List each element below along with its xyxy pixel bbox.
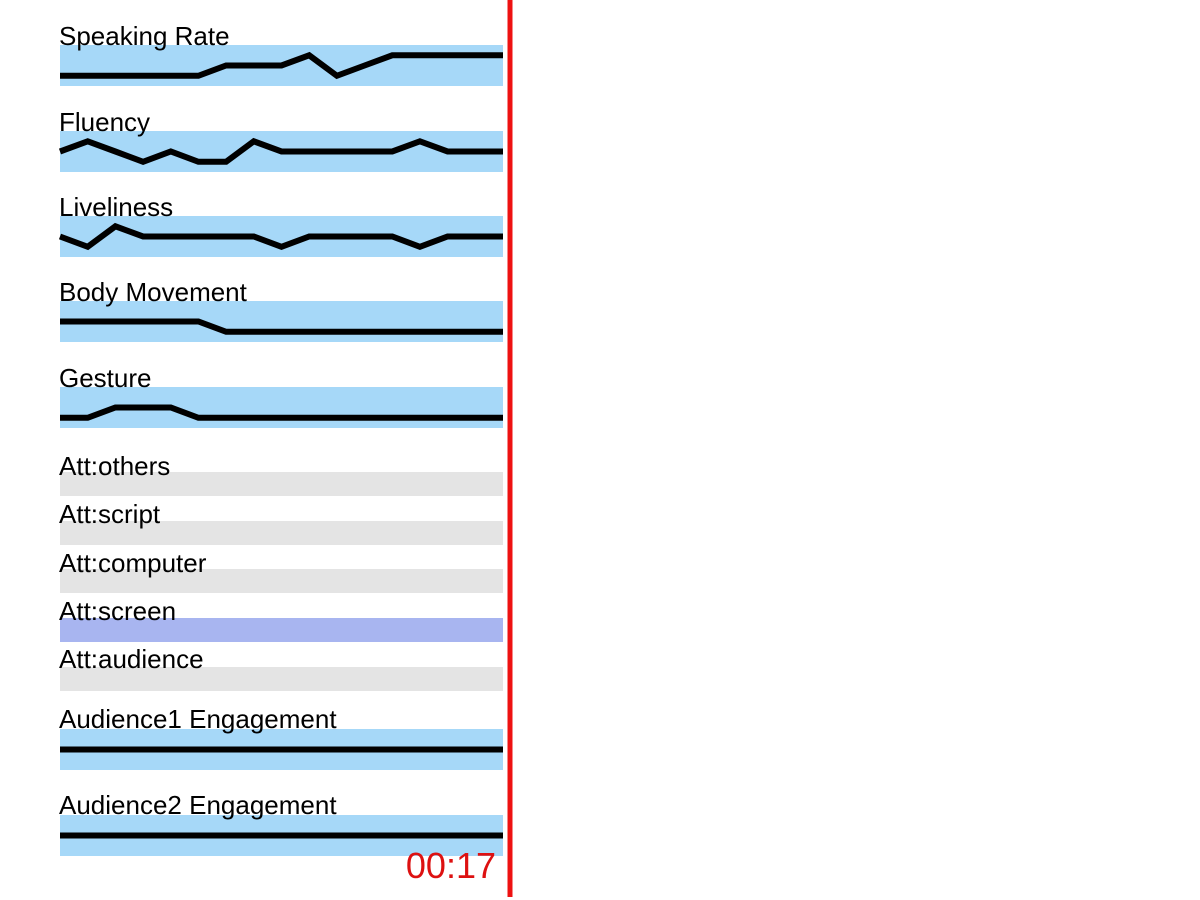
track-band: [60, 667, 503, 691]
track-band: [60, 569, 503, 593]
track-label: Att:others: [59, 451, 170, 481]
track-audience2-engagement: Audience2 Engagement: [59, 790, 503, 856]
track-gesture: Gesture: [59, 363, 503, 428]
series-line: [60, 404, 503, 421]
series-line: [58, 137, 503, 166]
track-att-others: Att:others: [59, 451, 503, 496]
track-label: Att:screen: [59, 596, 176, 626]
track-speaking-rate: Speaking Rate: [59, 21, 503, 86]
track-att-screen: Att:screen: [59, 596, 503, 642]
track-label: Att:computer: [59, 548, 207, 578]
playhead-timecode: 00:17: [406, 845, 496, 886]
track-label: Audience1 Engagement: [59, 704, 337, 734]
track-att-computer: Att:computer: [59, 548, 503, 593]
track-label: Gesture: [59, 363, 152, 393]
track-audience1-engagement: Audience1 Engagement: [59, 704, 503, 770]
track-label: Att:audience: [59, 644, 204, 674]
track-att-script: Att:script: [59, 499, 503, 545]
series-line: [58, 222, 503, 251]
tracks-layer: Speaking Rate Fluency Liveliness Body Movem…: [58, 21, 503, 856]
track-band: [60, 472, 503, 496]
track-label: Fluency: [59, 107, 150, 137]
track-band: [60, 618, 503, 642]
track-label: Speaking Rate: [59, 21, 230, 51]
track-body-movement: Body Movement: [59, 277, 503, 342]
track-label: Liveliness: [59, 192, 173, 222]
series-line: [60, 51, 503, 80]
track-att-audience: Att:audience: [59, 644, 503, 691]
track-fluency: Fluency: [58, 107, 503, 172]
track-band: [60, 216, 503, 257]
track-label: Body Movement: [59, 277, 248, 307]
track-label: Att:script: [59, 499, 161, 529]
track-label: Audience2 Engagement: [59, 790, 337, 820]
series-line: [60, 318, 503, 335]
track-liveliness: Liveliness: [58, 192, 503, 257]
track-band: [60, 521, 503, 545]
